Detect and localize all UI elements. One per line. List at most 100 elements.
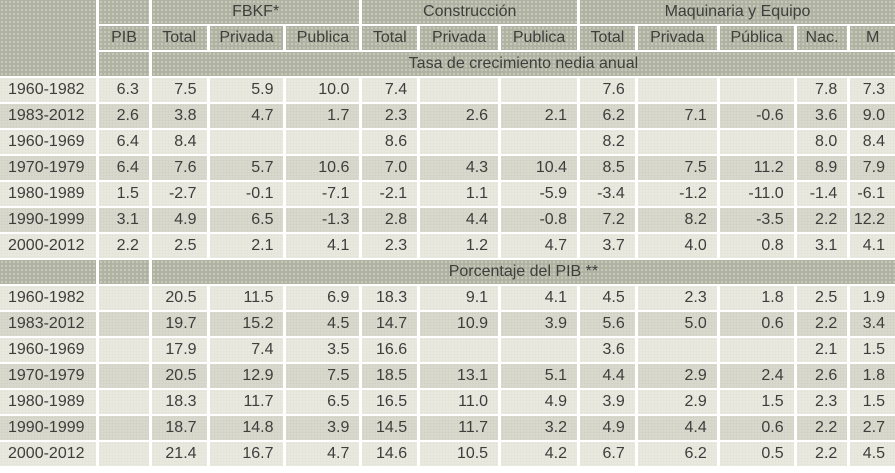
value-cell: 5.0 [637, 312, 717, 336]
value-cell: 11.0 [420, 390, 499, 414]
period-cell: 1960-1982 [0, 286, 97, 310]
table-row: 1980-1989 18.3 11.7 6.5 16.5 11.0 4.9 3.9 2.9 1.5… [0, 390, 895, 414]
value-cell [637, 78, 717, 102]
value-cell: 0.6 [719, 312, 794, 336]
value-cell: 13.1 [420, 364, 499, 388]
column-header-2: Privada [209, 26, 284, 50]
value-cell: 6.7 [580, 442, 635, 466]
value-cell: 14.7 [362, 312, 418, 336]
value-cell: 18.5 [362, 364, 418, 388]
value-cell: 15.2 [209, 312, 284, 336]
value-cell: 6.3 [99, 78, 149, 102]
value-cell: 0.6 [719, 416, 794, 440]
group-header-maquinaria-y-equipo: Maquinaria y Equipo [580, 0, 895, 24]
value-cell: 4.9 [501, 390, 578, 414]
group-header-fbkf: FBKF* [151, 0, 360, 24]
table-row: 2000-2012 2.2 2.5 2.1 4.1 2.3 1.2 4.7 3.7 4.0 0.8 3… [0, 234, 895, 258]
section-title-row-tasa: Tasa de crecimiento nedia anual [0, 52, 895, 76]
value-cell: 4.3 [420, 156, 499, 180]
value-cell: 10.4 [501, 156, 578, 180]
table-row: 1960-1982 6.3 7.5 5.9 10.0 7.4 7.6 7.8 7.3 [0, 78, 895, 102]
value-cell [99, 338, 149, 362]
value-cell: 7.6 [151, 156, 207, 180]
value-cell: 3.7 [580, 234, 635, 258]
table-row: 1983-2012 2.6 3.8 4.7 1.7 2.3 2.6 2.1 6.2 7.1 -0.6… [0, 104, 895, 128]
value-cell: 3.8 [151, 104, 207, 128]
value-cell [637, 338, 717, 362]
value-cell: 8.5 [580, 156, 635, 180]
value-cell: 4.4 [420, 208, 499, 232]
column-header-10: Nac. [796, 26, 848, 50]
value-cell: 14.8 [209, 416, 284, 440]
value-cell: 1.1 [420, 182, 499, 206]
value-cell [286, 130, 360, 154]
value-cell: 4.7 [501, 234, 578, 258]
section-title-row: Porcentaje del PIB ** [0, 260, 895, 284]
value-cell [209, 130, 284, 154]
table-row: 2000-2012 21.4 16.7 4.7 14.6 10.5 4.2 6.7 6.2 0.5… [0, 442, 895, 466]
value-cell: -2.7 [151, 182, 207, 206]
table-row: 1960-1969 6.4 8.4 8.6 8.2 8.0 8.4 [0, 130, 895, 154]
period-cell: 1970-1979 [0, 156, 97, 180]
value-cell [99, 416, 149, 440]
value-cell: 8.9 [796, 156, 848, 180]
value-cell: 2.2 [796, 442, 848, 466]
value-cell [99, 364, 149, 388]
table-body: 1960-1982 6.3 7.5 5.9 10.0 7.4 7.6 7.8 7.3 1983-2… [0, 78, 895, 466]
value-cell: 1.8 [719, 286, 794, 310]
period-cell: 2000-2012 [0, 442, 97, 466]
column-header-6: Publica [501, 26, 578, 50]
value-cell: 21.4 [151, 442, 207, 466]
column-header-0: PIB [99, 26, 149, 50]
value-cell: 20.5 [151, 286, 207, 310]
value-cell: 5.9 [209, 78, 284, 102]
value-cell: 8.2 [637, 208, 717, 232]
period-cell: 1960-1969 [0, 338, 97, 362]
value-cell: 18.3 [362, 286, 418, 310]
period-cell: 1980-1989 [0, 390, 97, 414]
value-cell: 3.1 [99, 208, 149, 232]
section-title-tasa-de-crecimiento: Tasa de crecimiento nedia anual [151, 52, 895, 76]
value-cell: 6.4 [99, 156, 149, 180]
value-cell: 8.4 [151, 130, 207, 154]
value-cell: 7.2 [580, 208, 635, 232]
column-header-8: Privada [637, 26, 717, 50]
value-cell: 6.2 [637, 442, 717, 466]
value-cell: 1.5 [719, 390, 794, 414]
value-cell [719, 78, 794, 102]
value-cell [719, 338, 794, 362]
value-cell [99, 442, 149, 466]
table-row: 1983-2012 19.7 15.2 4.5 14.7 10.9 3.9 5.6 5.0 0.6… [0, 312, 895, 336]
value-cell: 2.2 [796, 312, 848, 336]
table-row: 1980-1989 1.5 -2.7 -0.1 -7.1 -2.1 1.1 -5.9 -3.4-… [0, 182, 895, 206]
column-header-9: Pública [719, 26, 794, 50]
value-cell: -0.8 [501, 208, 578, 232]
value-cell: 3.1 [796, 234, 848, 258]
value-cell: 2.5 [151, 234, 207, 258]
value-cell: 14.6 [362, 442, 418, 466]
table-row: 1970-1979 6.4 7.6 5.7 10.6 7.0 4.3 10.4 8.5 7.5 11… [0, 156, 895, 180]
value-cell: 2.8 [362, 208, 418, 232]
value-cell [420, 78, 499, 102]
value-cell: -1.4 [796, 182, 848, 206]
value-cell: 12.9 [209, 364, 284, 388]
value-cell [637, 130, 717, 154]
value-cell [501, 338, 578, 362]
value-cell: 1.2 [420, 234, 499, 258]
period-cell: 1970-1979 [0, 364, 97, 388]
value-cell: 5.6 [580, 312, 635, 336]
table-row: 1990-1999 3.1 4.9 6.5 -1.3 2.8 4.4 -0.8 7.2 8.2 -3… [0, 208, 895, 232]
value-cell: 11.7 [209, 390, 284, 414]
pib-group-spacer-cell [99, 0, 149, 24]
value-cell: -11.0 [719, 182, 794, 206]
value-cell: 4.5 [286, 312, 360, 336]
value-cell: 1.9 [850, 286, 895, 310]
value-cell: 10.5 [420, 442, 499, 466]
value-cell: 2.7 [850, 416, 895, 440]
value-cell: 2.3 [362, 104, 418, 128]
value-cell: 9.0 [850, 104, 895, 128]
pib-spacer-cell [99, 52, 149, 76]
value-cell: 20.5 [151, 364, 207, 388]
value-cell: 3.5 [286, 338, 360, 362]
